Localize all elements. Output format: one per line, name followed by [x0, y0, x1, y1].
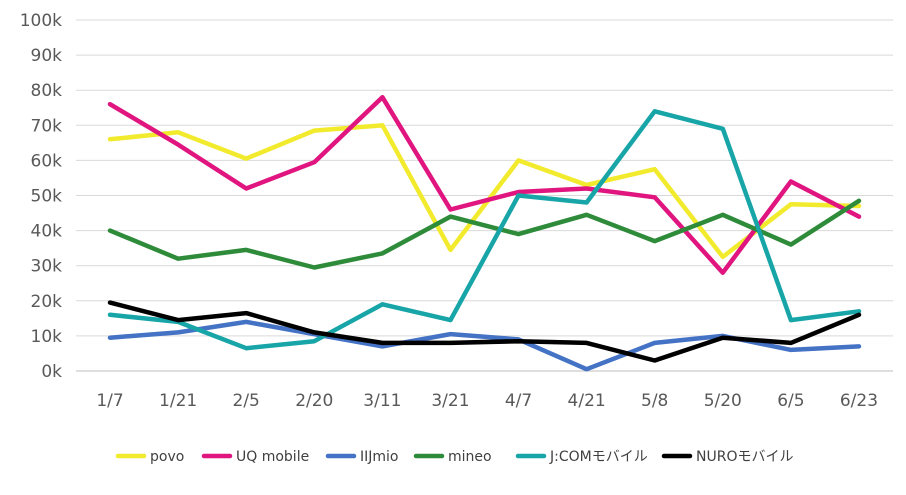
- x-tick-label: 6/5: [777, 391, 804, 411]
- x-axis: 1/7 1/21 2/5 2/20 3/11 3/21 4/7 4/21 5/8 5/20 6/5 6…: [96, 391, 878, 411]
- x-tick-label: 1/21: [159, 391, 197, 411]
- x-tick-label: 2/20: [295, 391, 333, 411]
- y-tick-label: 70k: [31, 116, 63, 136]
- y-tick-label: 30k: [31, 257, 63, 277]
- series-line-1: [107, 94, 862, 275]
- y-tick-label: 60k: [31, 151, 63, 171]
- legend-label-5: NUROモバイル: [696, 449, 793, 465]
- x-tick-label: 6/23: [840, 391, 878, 411]
- legend-label-2: IIJmio: [360, 449, 398, 465]
- legend-label-4: J:COMモバイル: [549, 449, 648, 465]
- y-tick-label: 40k: [31, 222, 63, 242]
- legend: povo UQ mobile IIJmio mineo J:COMモバイル NUROモバイ…: [115, 449, 793, 465]
- x-tick-label: 4/21: [568, 391, 606, 411]
- series-line-0: [107, 123, 862, 260]
- y-tick-label: 100k: [20, 11, 62, 31]
- series-lines: [107, 94, 862, 372]
- series-line-2: [107, 319, 862, 372]
- legend-label-1: UQ mobile: [236, 449, 309, 465]
- y-tick-label: 90k: [31, 46, 63, 66]
- series-line-5: [107, 300, 862, 363]
- y-tick-label: 0k: [41, 362, 62, 382]
- legend-label-3: mineo: [448, 449, 492, 465]
- x-tick-label: 3/11: [363, 391, 401, 411]
- y-tick-label: 80k: [31, 81, 63, 101]
- x-tick-label: 5/8: [641, 391, 668, 411]
- legend-label-0: povo: [150, 449, 184, 465]
- x-tick-label: 5/20: [704, 391, 742, 411]
- y-tick-label: 20k: [31, 292, 63, 312]
- x-tick-label: 2/5: [233, 391, 260, 411]
- y-axis: 0k 10k 20k 30k 40k 50k 60k 70k 80k 90k 100k: [20, 11, 62, 382]
- x-tick-label: 1/7: [96, 391, 123, 411]
- series-line-3: [107, 198, 862, 270]
- y-tick-label: 10k: [31, 327, 63, 347]
- x-tick-label: 3/21: [431, 391, 469, 411]
- series-line-4: [107, 109, 862, 351]
- y-tick-label: 50k: [31, 187, 63, 207]
- x-tick-label: 4/7: [505, 391, 532, 411]
